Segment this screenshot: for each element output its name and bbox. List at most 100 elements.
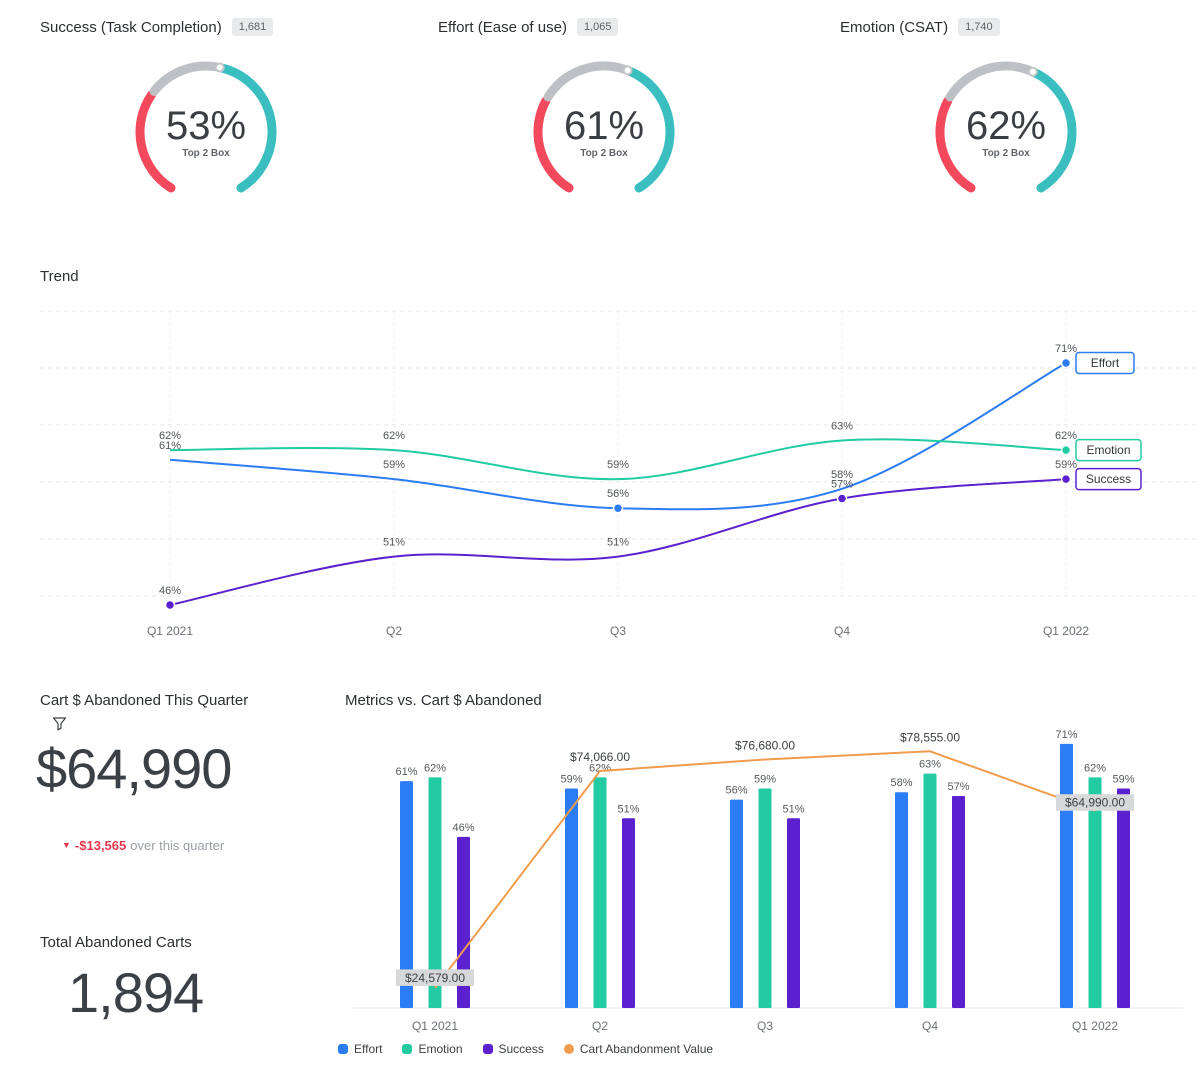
bar-emotion-q4[interactable] [923,773,937,1008]
legend-swatch [482,1044,493,1054]
bar-effort-q2[interactable] [565,788,578,1008]
gauge-segment-neutral [945,61,1036,102]
gauge-segment-negative [935,96,976,193]
gauge-marker-dot [622,65,633,76]
response-count-badge: 1,065 [576,18,619,36]
cart-abandoned-title: Cart $ Abandoned This Quarter [40,692,249,709]
legend-item-emotion[interactable]: Emotion [402,1042,463,1056]
trend-point-emotion-4[interactable] [1060,444,1072,456]
gauge-segment-positive [217,63,277,193]
legend-item-cart-abandonment-value[interactable]: Cart Abandonment Value [563,1042,713,1056]
series-chip-box [1075,351,1135,375]
bar-value-label: 62% [1084,762,1106,774]
x-axis-label: Q1 2021 [412,1019,458,1033]
filter-button[interactable] [52,716,68,732]
point-label-success: 46% [159,585,181,597]
line-value-label-bg [396,969,474,986]
bar-value-label: 59% [1112,774,1134,786]
x-axis-label: Q1 2022 [1072,1019,1118,1033]
bar-value-label: 71% [1055,729,1077,741]
series-label-chip-emotion[interactable]: Emotion [1075,438,1142,462]
bar-value-label: 59% [560,774,582,786]
point-label-emotion: 62% [159,430,181,442]
series-chip-label: Emotion [1086,443,1130,457]
gauge-title-effort: Effort (Ease of use) [438,18,567,36]
trend-point-success-4[interactable] [1060,473,1072,485]
x-axis-label: Q4 [922,1019,938,1033]
bar-emotion-q1-2021[interactable] [428,777,442,1008]
bar-effort-q1-2022[interactable] [1060,743,1073,1008]
bar-value-label: 57% [947,781,969,793]
bar-emotion-q3[interactable] [758,788,772,1008]
bar-success-q4[interactable] [952,795,965,1008]
trend-line-chart: Q1 2021 Q2 Q3 Q4 Q1 2022 61% 59% 56% 58% 71% Effor… [40,310,1200,638]
legend-item-effort[interactable]: Effort [338,1042,382,1056]
trend-point-success-0[interactable] [164,599,176,611]
point-label-emotion: 63% [831,420,853,432]
gauge-title-success: Success (Task Completion) [40,18,222,36]
trend-point-effort-2[interactable] [612,502,624,514]
bar-success-q1-2021[interactable] [457,836,470,1008]
cart-abandonment-line [434,750,1096,989]
trend-point-success-3[interactable] [836,493,848,504]
bar-effort-q4[interactable] [895,792,908,1008]
card-header: Emotion (CSAT) 1,740 [840,18,1200,36]
series-chip-box [1075,438,1142,462]
bar-value-label: 51% [782,803,804,815]
legend-label: Effort [354,1042,383,1056]
legend-item-success[interactable]: Success [482,1042,544,1056]
bar-value-label: 46% [452,822,474,834]
x-axis-label: Q3 [757,1019,773,1033]
trend-line-emotion [169,438,1067,481]
gauge-segment-positive [1030,68,1077,193]
line-value-label: $24,579.00 [405,971,465,985]
point-label-effort: 71% [1055,343,1077,355]
x-axis-label: Q3 [610,624,626,638]
bar-success-q2[interactable] [622,818,635,1008]
x-axis-label: Q1 2022 [1043,624,1089,638]
trend-point-effort-4[interactable] [1060,357,1072,369]
gauge-segment-positive [625,66,675,193]
point-label-emotion: 62% [1055,430,1077,442]
line-value-label: $74,066.00 [570,750,630,764]
x-axis-label: Q4 [834,624,850,638]
bar-emotion-q1-2022[interactable] [1088,777,1102,1008]
delta-value: -$13,565 [74,838,127,853]
delta-description: over this quarter [130,838,225,853]
down-triangle-icon: ▼ [62,840,71,850]
chart-legend: Effort Emotion Success Cart Abandonment Val… [338,1042,713,1056]
bar-effort-q1-2021[interactable] [400,781,413,1008]
series-chip-label: Effort [1091,356,1120,370]
bar-value-label: 62% [424,762,446,774]
series-chip-box [1075,467,1142,491]
point-label-success: 57% [831,479,853,491]
bar-success-q3[interactable] [787,818,800,1008]
bar-success-q1-2022[interactable] [1117,788,1130,1008]
total-carts-value: 1,894 [68,961,204,1024]
bar-value-label: 56% [725,785,747,797]
point-label-effort: 58% [831,469,853,481]
gauge-marker-dot [214,62,225,73]
series-label-chip-success[interactable]: Success [1075,467,1142,491]
x-axis-label: Q2 [592,1019,608,1033]
series-label-chip-effort[interactable]: Effort [1075,351,1135,375]
cart-abandoned-change: ▼ -$13,565 over this quarter [62,838,224,853]
point-label-effort: 59% [383,459,405,471]
point-label-success: 51% [607,537,629,549]
bar-effort-q3[interactable] [730,799,743,1008]
gauge-segment-negative [533,96,574,193]
bar-value-label: 63% [919,759,941,771]
bar-value-label: 61% [395,766,417,778]
line-value-label: $76,680.00 [735,738,795,752]
funnel-icon [52,717,67,731]
bar-emotion-q2[interactable] [593,777,607,1008]
point-label-success: 51% [383,537,405,549]
legend-swatch [338,1044,348,1054]
line-value-label: $64,990.00 [1065,796,1125,810]
card-header: Success (Task Completion) 1,681 [40,18,420,36]
response-count-badge: 1,740 [958,18,1000,36]
gauge-chart-success [135,61,277,193]
trend-section-title: Trend [40,268,79,285]
point-label-success: 59% [1055,459,1077,471]
response-count-badge: 1,681 [231,18,274,36]
